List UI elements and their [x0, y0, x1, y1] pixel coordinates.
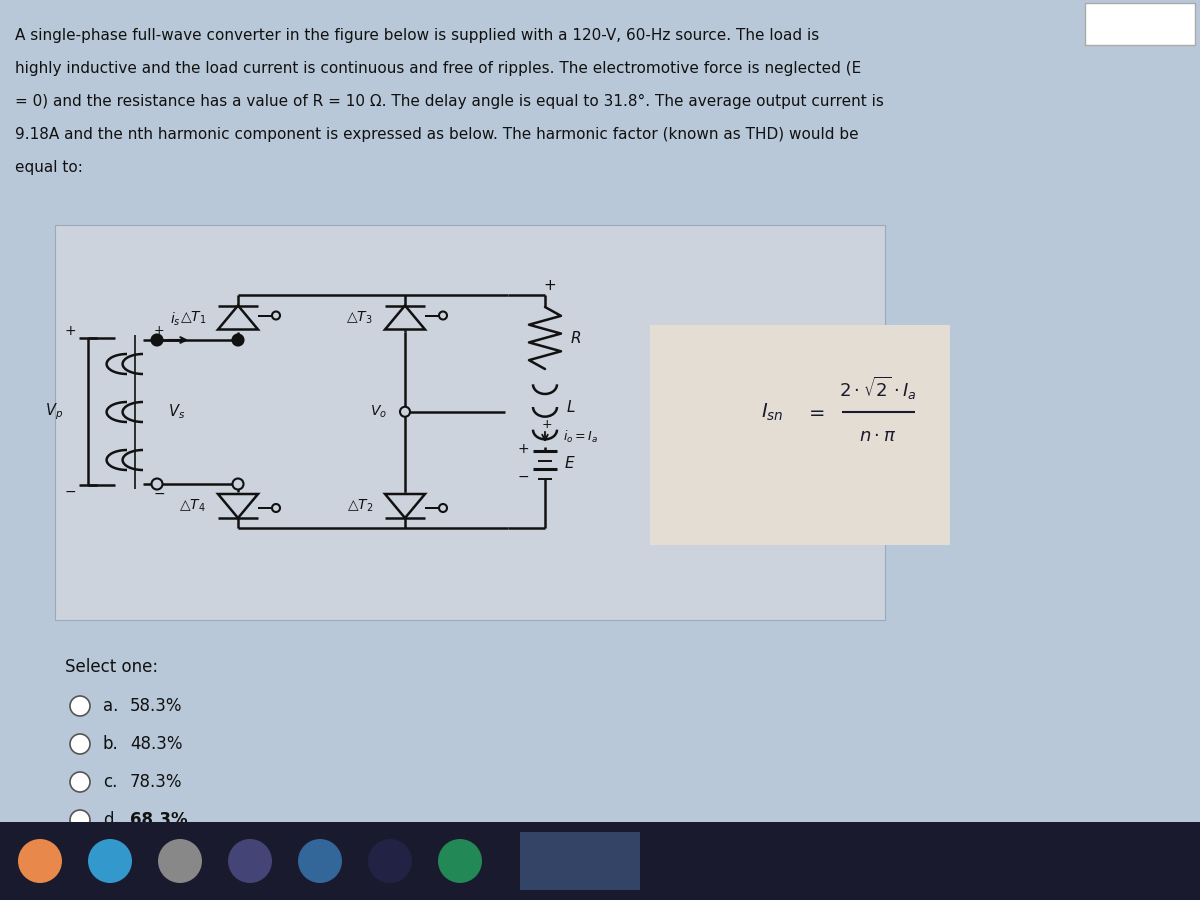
Text: highly inductive and the load current is continuous and free of ripples. The ele: highly inductive and the load current is… — [14, 61, 862, 76]
Circle shape — [272, 504, 280, 512]
Text: equal to:: equal to: — [14, 160, 83, 175]
Text: $V_o$: $V_o$ — [370, 403, 386, 420]
Circle shape — [272, 311, 280, 320]
Circle shape — [70, 810, 90, 830]
Text: A single-phase full-wave converter in the figure below is supplied with a 120-V,: A single-phase full-wave converter in th… — [14, 28, 820, 43]
Text: 48.3%: 48.3% — [130, 735, 182, 753]
Text: 58.3%: 58.3% — [130, 697, 182, 715]
Text: $V_p$: $V_p$ — [44, 401, 64, 422]
Text: $i_s$: $i_s$ — [169, 310, 180, 328]
Circle shape — [151, 479, 162, 490]
Text: $n\cdot\pi$: $n\cdot\pi$ — [859, 427, 896, 445]
Text: +: + — [154, 323, 164, 337]
Circle shape — [158, 839, 202, 883]
Circle shape — [70, 772, 90, 792]
Text: $2\cdot\sqrt{2}\cdot I_a$: $2\cdot\sqrt{2}\cdot I_a$ — [839, 374, 917, 401]
Circle shape — [298, 839, 342, 883]
Text: −: − — [154, 487, 164, 501]
Circle shape — [88, 839, 132, 883]
Text: −: − — [64, 485, 76, 499]
Circle shape — [368, 839, 412, 883]
Circle shape — [151, 335, 162, 346]
Text: d.: d. — [103, 811, 119, 829]
Circle shape — [439, 504, 446, 512]
Circle shape — [70, 696, 90, 716]
Text: $V_s$: $V_s$ — [168, 402, 185, 421]
Text: $△T_1$: $△T_1$ — [180, 310, 206, 326]
Circle shape — [233, 479, 244, 490]
Bar — [55, 225, 886, 620]
Text: a.: a. — [103, 697, 119, 715]
Text: $△T_2$: $△T_2$ — [347, 498, 373, 514]
Circle shape — [438, 839, 482, 883]
Circle shape — [233, 335, 244, 346]
Bar — [1085, 3, 1195, 45]
Text: $△T_3$: $△T_3$ — [347, 310, 373, 326]
Text: b.: b. — [103, 735, 119, 753]
Text: L: L — [568, 400, 576, 415]
Text: +: + — [64, 324, 76, 338]
Text: +: + — [541, 418, 552, 431]
Text: 78.3%: 78.3% — [130, 773, 182, 791]
Circle shape — [400, 407, 410, 417]
Text: 9.18A and the nth harmonic component is expressed as below. The harmonic factor : 9.18A and the nth harmonic component is … — [14, 127, 859, 142]
Text: 68.3%: 68.3% — [130, 811, 187, 829]
Circle shape — [228, 839, 272, 883]
Text: = 0) and the resistance has a value of R = 10 Ω. The delay angle is equal to 31.: = 0) and the resistance has a value of R… — [14, 94, 884, 109]
Text: $I_{sn}$: $I_{sn}$ — [761, 401, 784, 423]
Text: R: R — [571, 330, 582, 346]
Text: $=$: $=$ — [805, 402, 826, 421]
Text: E: E — [565, 455, 575, 471]
Text: +: + — [544, 277, 557, 292]
Bar — [650, 325, 950, 545]
Circle shape — [18, 839, 62, 883]
Circle shape — [70, 734, 90, 754]
Text: Select one:: Select one: — [65, 658, 158, 676]
Circle shape — [439, 311, 446, 320]
Bar — [0, 822, 1200, 900]
Text: +: + — [517, 442, 529, 456]
Text: c.: c. — [103, 773, 118, 791]
Bar — [520, 832, 640, 890]
Text: $△T_4$: $△T_4$ — [179, 498, 206, 514]
Text: $i_o = I_a$: $i_o = I_a$ — [563, 429, 598, 445]
Text: −: − — [517, 470, 529, 484]
